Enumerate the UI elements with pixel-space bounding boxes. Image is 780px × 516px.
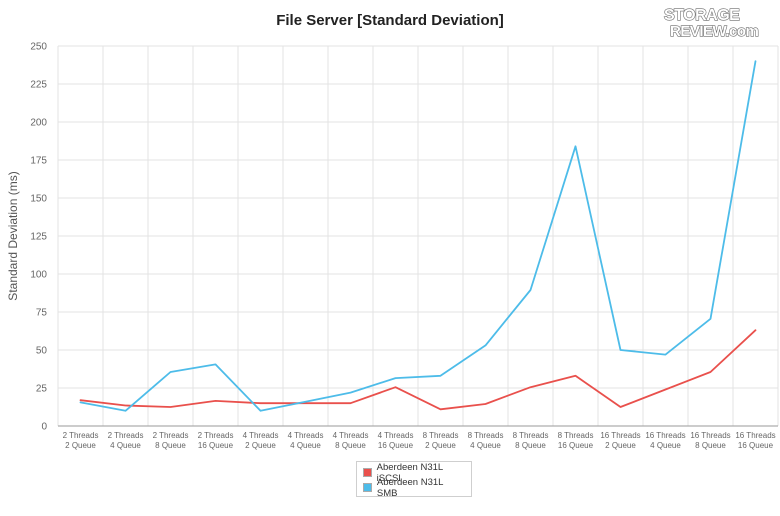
storage-review-logo: STORAGE REVIEW.com <box>663 6 759 40</box>
x-tick-label-line: 4 Threads <box>333 431 369 440</box>
legend-item: Aberdeen N31L iSCSI <box>363 462 465 484</box>
x-tick-label-line: 4 Threads <box>288 431 324 440</box>
x-tick-label-line: 8 Threads <box>513 431 549 440</box>
x-tick-label-line: 16 Threads <box>690 431 730 440</box>
x-tick-label: 16 Threads 16 Queue <box>735 431 775 450</box>
legend-swatch <box>363 468 372 477</box>
x-tick-label-line: 4 Queue <box>290 441 321 450</box>
y-tick-label: 200 <box>30 118 47 129</box>
x-tick-label-line: 2 Queue <box>605 441 636 450</box>
legend-swatch <box>363 483 372 492</box>
y-tick-label: 25 <box>36 384 48 395</box>
x-tick-label-line: 8 Queue <box>695 441 726 450</box>
x-tick-label: 8 Threads 4 Queue <box>468 431 504 450</box>
y-axis: 0 25 50 75 100 125 150 175 200 225 250 <box>30 42 47 433</box>
x-tick-label-line: 16 Threads <box>735 431 775 440</box>
y-tick-label: 150 <box>30 194 47 205</box>
x-tick-label-line: 2 Threads <box>63 431 99 440</box>
legend-item: Aberdeen N31L SMB <box>363 477 465 499</box>
x-tick-label: 16 Threads 8 Queue <box>690 431 730 450</box>
logo-line-2: REVIEW.com <box>670 23 759 40</box>
x-tick-label-line: 2 Queue <box>65 441 96 450</box>
x-tick-label-line: 16 Threads <box>600 431 640 440</box>
series <box>79 60 757 412</box>
x-tick-label: 16 Threads 2 Queue <box>600 431 640 450</box>
x-tick-label: 4 Threads 2 Queue <box>243 431 279 450</box>
y-tick-label: 50 <box>36 346 48 357</box>
y-tick-label: 250 <box>30 42 47 53</box>
x-tick-label: 2 Threads 16 Queue <box>198 431 234 450</box>
x-tick-label-line: 4 Threads <box>243 431 279 440</box>
x-tick-label-line: 16 Queue <box>558 441 594 450</box>
x-tick-label-line: 2 Queue <box>245 441 276 450</box>
x-tick-label: 2 Threads 4 Queue <box>108 431 144 450</box>
x-tick-label: 8 Threads 2 Queue <box>423 431 459 450</box>
x-tick-label-line: 4 Threads <box>378 431 414 440</box>
x-tick-label-line: 16 Queue <box>738 441 774 450</box>
legend-label: Aberdeen N31L iSCSI <box>376 461 443 484</box>
x-tick-label: 8 Threads 16 Queue <box>558 431 594 450</box>
x-tick-label-line: 8 Queue <box>155 441 186 450</box>
y-tick-label: 125 <box>30 232 47 243</box>
x-tick-label: 16 Threads 4 Queue <box>645 431 685 450</box>
legend: Aberdeen N31L iSCSI Aberdeen N31L SMB <box>356 461 472 499</box>
x-tick-label-line: 8 Queue <box>515 441 546 450</box>
legend-label: Aberdeen N31L SMB <box>376 476 444 499</box>
x-tick-label: 8 Threads 8 Queue <box>513 431 549 450</box>
y-tick-label: 0 <box>41 422 47 433</box>
x-tick-label-line: 4 Queue <box>470 441 501 450</box>
y-tick-label: 75 <box>36 308 48 319</box>
x-tick-label: 4 Threads 4 Queue <box>288 431 324 450</box>
y-axis-label: Standard Deviation (ms) <box>6 171 20 300</box>
x-tick-label-line: 4 Queue <box>650 441 681 450</box>
x-tick-label-line: 8 Threads <box>558 431 594 440</box>
series-line-iscsi <box>79 329 757 411</box>
chart-title: File Server [Standard Deviation] <box>276 12 504 29</box>
x-tick-label: 4 Threads 16 Queue <box>378 431 414 450</box>
y-tick-label: 225 <box>30 80 47 91</box>
y-tick-label: 175 <box>30 156 47 167</box>
x-tick-label-line: 16 Queue <box>198 441 234 450</box>
x-tick-label-line: 8 Threads <box>423 431 459 440</box>
x-tick-label-line: 2 Threads <box>153 431 189 440</box>
logo-line-1: STORAGE <box>664 7 740 24</box>
x-tick-label-line: 8 Threads <box>468 431 504 440</box>
x-tick-label-line: 16 Queue <box>378 441 414 450</box>
x-tick-label-line: 4 Queue <box>110 441 141 450</box>
x-tick-label: 4 Threads 8 Queue <box>333 431 369 450</box>
series-line-smb <box>79 60 757 412</box>
x-tick-label: 2 Threads 2 Queue <box>63 431 99 450</box>
x-tick-label-line: 16 Threads <box>645 431 685 440</box>
grid <box>57 45 779 427</box>
y-tick-label: 100 <box>30 270 47 281</box>
x-tick-label-line: 2 Queue <box>425 441 456 450</box>
x-tick-label: 2 Threads 8 Queue <box>153 431 189 450</box>
x-tick-label-line: 2 Threads <box>108 431 144 440</box>
x-tick-label-line: 8 Queue <box>335 441 366 450</box>
x-tick-label-line: 2 Threads <box>198 431 234 440</box>
